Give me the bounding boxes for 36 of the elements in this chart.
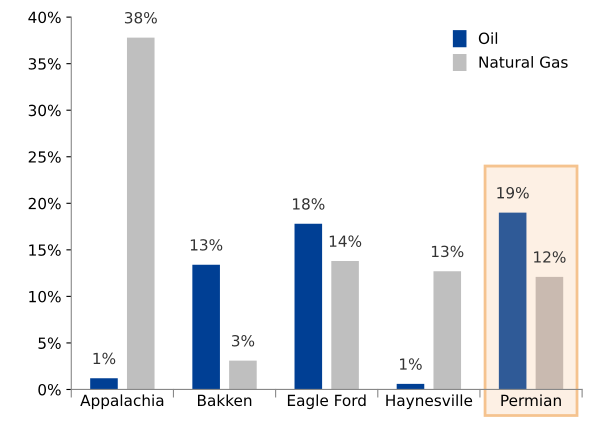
x-tick-label: Haynesville bbox=[386, 394, 472, 410]
data-label: 14% bbox=[330, 235, 362, 247]
bar bbox=[536, 276, 564, 390]
data-label: 3% bbox=[232, 334, 254, 347]
x-tick-label: Bakken bbox=[198, 394, 252, 406]
data-label: 13% bbox=[190, 239, 222, 251]
data-label: 18% bbox=[293, 198, 324, 210]
data-label: 1% bbox=[400, 358, 422, 370]
bar bbox=[294, 224, 322, 390]
bar bbox=[90, 378, 118, 390]
data-label: 38% bbox=[124, 12, 157, 24]
y-tick-label: 40% bbox=[28, 12, 61, 24]
legend-label: Natural Gas bbox=[480, 56, 568, 68]
bar bbox=[331, 261, 359, 390]
bar bbox=[126, 38, 155, 390]
y-tick-label: 35% bbox=[28, 58, 61, 70]
x-tick-label: Eagle Ford bbox=[288, 394, 366, 410]
bar bbox=[498, 212, 526, 390]
x-tick-label: Appalachia bbox=[80, 394, 164, 410]
data-label: 13% bbox=[432, 246, 464, 258]
y-tick-label: 20% bbox=[28, 198, 61, 210]
y-tick-label: 0% bbox=[38, 384, 61, 396]
data-label: 19% bbox=[497, 186, 529, 199]
x-tick-label: Permian bbox=[501, 394, 561, 406]
bar bbox=[433, 271, 462, 390]
y-tick-label: 30% bbox=[28, 104, 61, 116]
y-tick-label: 5% bbox=[38, 337, 61, 349]
y-tick-label: 25% bbox=[28, 151, 61, 163]
y-tick-label: 10% bbox=[29, 290, 61, 302]
data-label: 1% bbox=[94, 352, 116, 364]
bar bbox=[396, 384, 424, 390]
y-tick-label: 15% bbox=[29, 244, 61, 256]
data-label: 12% bbox=[534, 251, 566, 263]
legend-label: Oil bbox=[478, 32, 498, 44]
bar bbox=[229, 360, 257, 390]
bar bbox=[192, 264, 220, 390]
